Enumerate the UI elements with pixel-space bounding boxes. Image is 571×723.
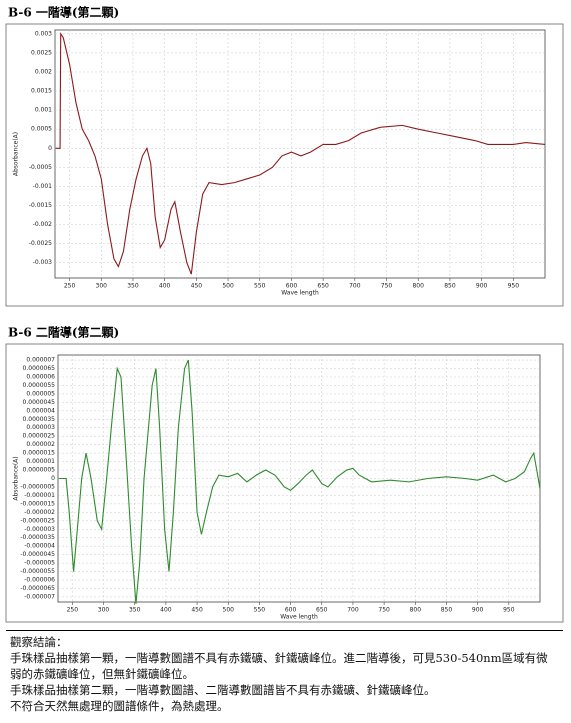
y-tick-label: 0.0000055 xyxy=(23,382,56,389)
x-tick-label: 850 xyxy=(441,607,453,614)
y-tick-label: -0.000005 xyxy=(24,560,55,567)
y-tick-label: 0.0000015 xyxy=(23,450,56,457)
x-tick-label: 300 xyxy=(98,607,110,614)
x-tick-label: 750 xyxy=(381,283,393,290)
y-tick-label: -0.0000005 xyxy=(20,483,55,490)
notes-heading: 觀察結論： xyxy=(10,635,68,649)
y-tick-label: -0.000004 xyxy=(24,543,55,550)
chart-title: B-6 一階導(第二顆) xyxy=(8,5,119,20)
observation-notes: 觀察結論： 手珠樣品抽樣第一顆，一階導數圖譜不具有赤鐵礦、針鐵礦峰位。進二階導後… xyxy=(6,630,563,716)
y-tick-label: -0.003 xyxy=(33,259,53,266)
y-tick-label: -0.0005 xyxy=(29,164,52,171)
plot-area xyxy=(54,29,546,279)
y-tick-label: -0.001 xyxy=(33,183,53,190)
y-tick-label: 0.0005 xyxy=(31,126,52,133)
y-tick-label: -0.0000055 xyxy=(20,568,55,575)
y-tick-label: 0 xyxy=(48,145,52,152)
y-tick-label: -0.0000015 xyxy=(20,500,55,507)
charts: B-6 一階導(第二顆) 0.003 0.0025 0.002 0.0015 0.001 0… xyxy=(5,5,564,623)
y-tick-label: 0.0015 xyxy=(31,88,52,95)
x-tick-label: 250 xyxy=(67,607,79,614)
y-tick-label: 0.0000035 xyxy=(23,416,56,423)
x-tick-label: 700 xyxy=(347,607,359,614)
x-tick-label: 450 xyxy=(191,607,203,614)
y-tick-label: -0.000006 xyxy=(24,577,55,584)
x-tick-label: 400 xyxy=(159,283,171,290)
y-tick-label: -0.000001 xyxy=(24,492,55,499)
x-tick-label: 600 xyxy=(286,283,298,290)
x-tick-label: 800 xyxy=(412,283,424,290)
y-axis-label: Absorbance(A) xyxy=(13,132,20,176)
y-tick-label: 0.001 xyxy=(35,107,52,114)
y-tick-label: 0.000006 xyxy=(26,373,55,380)
y-tick-label: -0.0000025 xyxy=(20,517,55,524)
y-tick-label: 0.0000025 xyxy=(23,433,56,440)
x-tick-label: 650 xyxy=(317,283,329,290)
x-tick-label: 350 xyxy=(127,283,139,290)
x-axis-label: Wave length xyxy=(280,614,318,621)
y-tick-label: 0.0000045 xyxy=(23,399,56,406)
y-tick-label: 0.000001 xyxy=(26,458,55,465)
y-tick-label: -0.000002 xyxy=(24,509,55,516)
y-tick-label: -0.0000065 xyxy=(20,585,55,592)
y-tick-label: -0.000003 xyxy=(24,526,55,533)
y-tick-label: 0.0025 xyxy=(31,49,52,56)
y-tick-label: 0.003 xyxy=(35,30,52,37)
y-tick-label: -0.0015 xyxy=(29,202,52,209)
x-tick-label: 400 xyxy=(160,607,172,614)
x-tick-label: 500 xyxy=(222,283,234,290)
x-tick-label: 550 xyxy=(254,607,266,614)
x-tick-label: 800 xyxy=(410,607,422,614)
x-tick-label: 550 xyxy=(254,283,266,290)
y-tick-label: 0.000003 xyxy=(26,424,55,431)
y-tick-label: 0.0000065 xyxy=(23,365,56,372)
x-tick-label: 600 xyxy=(285,607,297,614)
y-axis-label: Absorbance(A) xyxy=(13,456,20,500)
x-tick-label: 750 xyxy=(378,607,390,614)
x-tick-label: 300 xyxy=(96,283,108,290)
y-tick-label: 0.000007 xyxy=(26,357,55,364)
x-tick-label: 700 xyxy=(349,283,361,290)
x-tick-label: 450 xyxy=(191,283,203,290)
y-tick-label: -0.000007 xyxy=(24,593,55,600)
x-tick-label: 850 xyxy=(444,283,456,290)
x-tick-label: 350 xyxy=(129,607,141,614)
notes-line: 不符合天然無處理的圖譜條件，為熱處理。 xyxy=(10,699,229,713)
y-tick-label: -0.002 xyxy=(33,221,53,228)
data-line xyxy=(55,32,546,275)
x-tick-label: 900 xyxy=(472,607,484,614)
y-tick-label: -0.0000035 xyxy=(20,534,55,541)
notes-line: 手珠樣品抽樣第一顆，一階導數圖譜不具有赤鐵礦、針鐵礦峰位。進二階導後，可見530… xyxy=(10,651,548,681)
x-tick-label: 250 xyxy=(64,283,76,290)
y-tick-label: 0.0000005 xyxy=(23,467,56,474)
x-tick-label: 500 xyxy=(223,607,235,614)
y-tick-label: -0.0025 xyxy=(29,240,52,247)
y-tick-label: 0.000005 xyxy=(26,390,55,397)
y-tick-label: 0.000004 xyxy=(26,407,55,414)
notes-line: 手珠樣品抽樣第二顆，一階導數圖譜、二階導數圖譜皆不具有赤鐵礦、針鐵礦峰位。 xyxy=(10,683,436,697)
data-line xyxy=(58,359,541,604)
y-tick-label: -0.0000045 xyxy=(20,551,55,558)
y-tick-label: 0 xyxy=(51,475,55,482)
x-tick-label: 950 xyxy=(508,283,520,290)
y-tick-label: 0.000002 xyxy=(26,441,55,448)
x-tick-label: 900 xyxy=(476,283,488,290)
x-tick-label: 650 xyxy=(316,607,328,614)
chart-title: B-6 二階導(第二顆) xyxy=(8,325,119,340)
y-tick-label: 0.002 xyxy=(35,68,52,75)
x-axis-label: Wave length xyxy=(281,290,319,297)
x-tick-label: 950 xyxy=(503,607,515,614)
